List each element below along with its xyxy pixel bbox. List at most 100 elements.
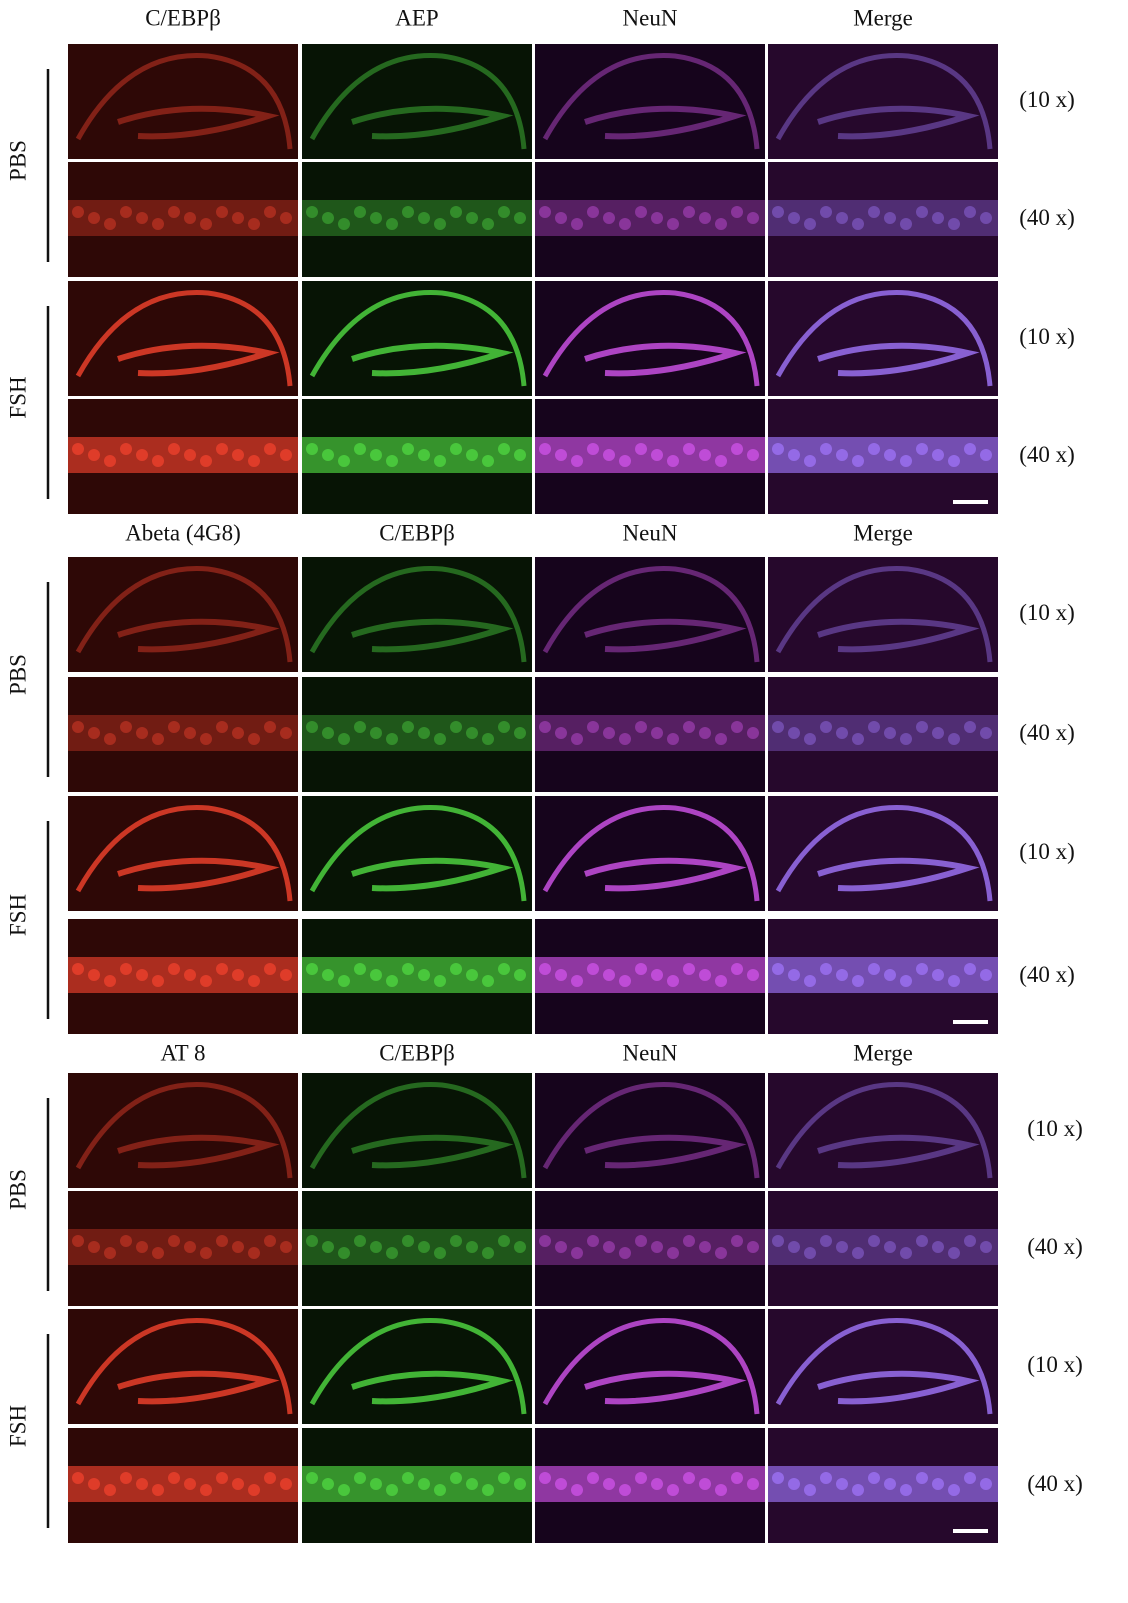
cell: [370, 449, 382, 461]
cell: [386, 975, 398, 987]
cell: [868, 1235, 880, 1247]
micrograph: [535, 557, 765, 672]
dentate-gyrus: [351, 1134, 514, 1169]
cell: [852, 1484, 864, 1496]
cell: [248, 975, 260, 987]
cell: [852, 975, 864, 987]
cell: [788, 969, 800, 981]
cell: [338, 733, 350, 745]
cell: [619, 975, 631, 987]
cell: [820, 443, 832, 455]
tissue-outline: [309, 289, 527, 387]
cell: [916, 443, 928, 455]
cell-layer: [768, 1466, 998, 1502]
micrograph: [768, 1428, 998, 1543]
cell: [152, 1247, 164, 1259]
cell: [651, 727, 663, 739]
cell: [667, 455, 679, 467]
micrograph: [68, 1191, 298, 1306]
magnification-label: (10 x): [1027, 1116, 1083, 1141]
cell: [120, 206, 132, 218]
dentate-gyrus: [584, 618, 747, 653]
micrograph: [535, 1428, 765, 1543]
cell: [587, 1472, 599, 1484]
cell: [555, 727, 567, 739]
cell: [434, 1247, 446, 1259]
cell: [836, 1241, 848, 1253]
cell: [964, 1472, 976, 1484]
cell: [804, 455, 816, 467]
dentate-gyrus: [117, 618, 280, 653]
cell-layer: [68, 1229, 298, 1265]
cell: [338, 1484, 350, 1496]
micrograph-bg: [535, 1191, 765, 1306]
cell: [466, 1241, 478, 1253]
cell-layer: [768, 957, 998, 993]
tissue-outline: [75, 1081, 293, 1179]
tissue-outline: [75, 804, 293, 902]
tissue-outline: [775, 52, 993, 150]
micrograph: [535, 281, 765, 396]
cell: [731, 963, 743, 975]
micrograph-bg: [302, 44, 532, 159]
cell: [804, 1484, 816, 1496]
cell: [306, 1235, 318, 1247]
cell: [715, 1484, 727, 1496]
cell: [466, 449, 478, 461]
cell: [667, 733, 679, 745]
group-label: FSH: [5, 1405, 30, 1447]
cell: [571, 1247, 583, 1259]
cell: [434, 455, 446, 467]
cell: [498, 963, 510, 975]
cell: [338, 975, 350, 987]
cell: [514, 727, 526, 739]
tissue-outline: [542, 1081, 760, 1179]
cell: [514, 1241, 526, 1253]
cell: [482, 218, 494, 230]
dentate-gyrus: [584, 105, 747, 140]
micrograph: [768, 44, 998, 159]
micrograph-bg: [768, 677, 998, 792]
cell: [635, 1472, 647, 1484]
dentate-gyrus: [351, 342, 514, 377]
tissue-outline: [542, 1317, 760, 1415]
cell: [168, 963, 180, 975]
cell: [772, 206, 784, 218]
micrograph-bg: [535, 44, 765, 159]
tissue-outline: [309, 1081, 527, 1179]
cell: [884, 727, 896, 739]
cell: [104, 218, 116, 230]
cell: [948, 455, 960, 467]
cell: [370, 969, 382, 981]
cell: [820, 206, 832, 218]
tissue-outline: [75, 52, 293, 150]
cell: [587, 721, 599, 733]
cell: [747, 727, 759, 739]
cell: [136, 727, 148, 739]
cell: [402, 721, 414, 733]
cell: [200, 218, 212, 230]
cell: [539, 1472, 551, 1484]
cell: [216, 1235, 228, 1247]
cell: [571, 1484, 583, 1496]
cell: [450, 963, 462, 975]
cell: [980, 449, 992, 461]
cell: [916, 206, 928, 218]
micrograph: [302, 677, 532, 792]
cell: [280, 1241, 292, 1253]
group-label: FSH: [5, 376, 30, 418]
cell: [980, 1478, 992, 1490]
cell: [136, 1478, 148, 1490]
magnification-label: (10 x): [1019, 87, 1075, 112]
cell: [571, 218, 583, 230]
cell: [200, 733, 212, 745]
micrograph-bg: [535, 557, 765, 672]
cell: [88, 1478, 100, 1490]
cell: [136, 969, 148, 981]
cell: [338, 218, 350, 230]
cell: [788, 449, 800, 461]
magnification-label: (10 x): [1019, 839, 1075, 864]
cell: [555, 969, 567, 981]
cell: [555, 212, 567, 224]
cell: [884, 1478, 896, 1490]
